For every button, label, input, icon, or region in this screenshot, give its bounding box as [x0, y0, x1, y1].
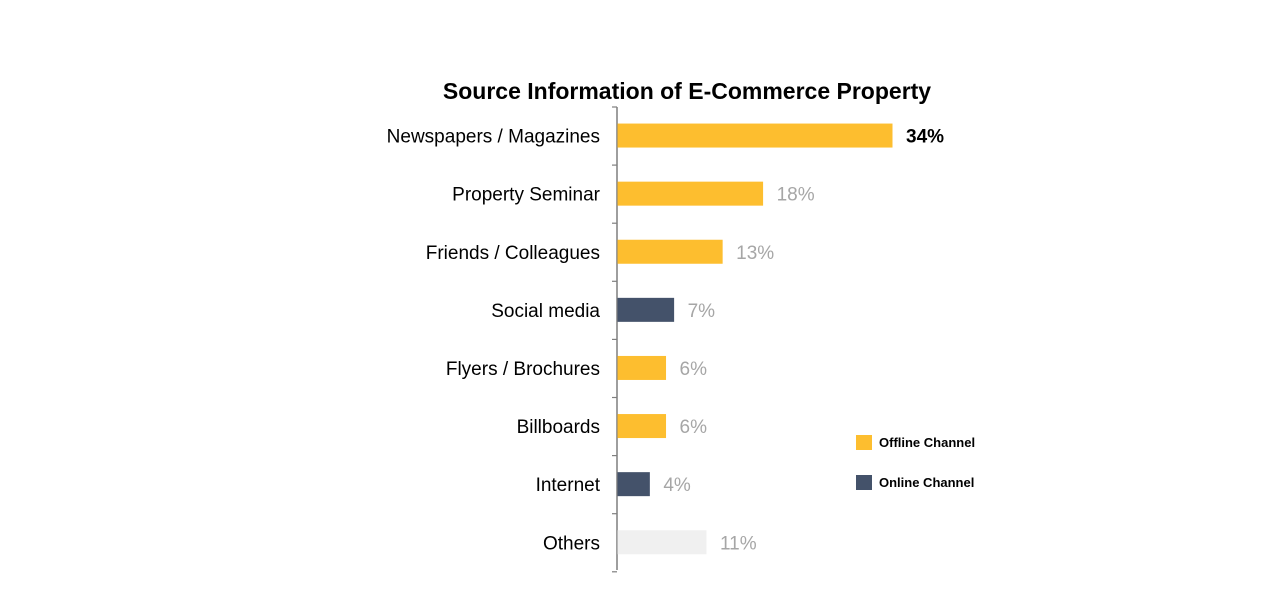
legend-label: Online Channel: [879, 475, 974, 490]
category-label: Billboards: [517, 417, 600, 438]
data-label: 6%: [680, 417, 708, 438]
legend: Offline Channel Online Channel: [856, 435, 975, 490]
data-label: 34%: [906, 127, 944, 148]
category-label: Social media: [491, 301, 600, 322]
category-label: Others: [543, 533, 600, 554]
bar: [617, 414, 667, 439]
bar: [617, 181, 764, 206]
category-label: Internet: [536, 475, 601, 496]
bar: [617, 530, 707, 555]
data-label: 6%: [680, 359, 708, 380]
chart-title: Source Information of E-Commerce Propert…: [443, 78, 931, 104]
data-label: 4%: [663, 475, 691, 496]
legend-swatch: [856, 475, 872, 490]
y-axis: Newspapers / Magazines Property Seminar Fr…: [387, 106, 618, 573]
bar: [617, 239, 723, 264]
data-label: 11%: [720, 533, 757, 554]
category-label: Flyers / Brochures: [446, 359, 600, 380]
category-label: Friends / Colleagues: [426, 243, 600, 264]
legend-swatch: [856, 435, 872, 450]
data-label: 18%: [777, 185, 815, 206]
data-label: 7%: [688, 301, 716, 322]
bar: [617, 472, 650, 497]
bars: 34% 18% 13% 7% 6% 6% 4% 11%: [617, 123, 944, 555]
bar: [617, 355, 667, 380]
data-label: 13%: [736, 243, 774, 264]
category-label: Newspapers / Magazines: [387, 127, 600, 148]
category-label: Property Seminar: [452, 185, 601, 206]
bar: [617, 297, 675, 322]
legend-label: Offline Channel: [879, 435, 975, 450]
bar: [617, 123, 893, 148]
